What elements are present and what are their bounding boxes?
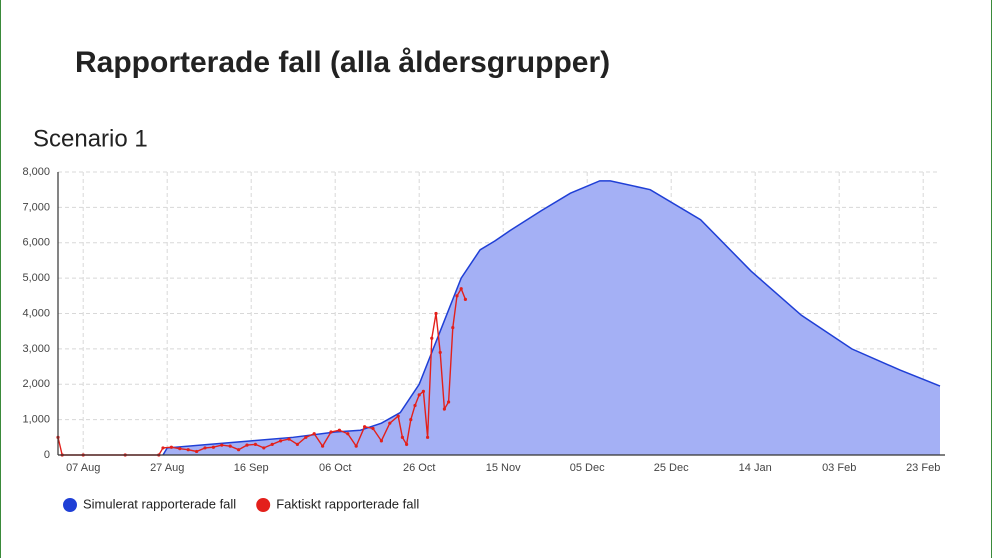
legend-marker bbox=[63, 498, 77, 512]
x-tick-label: 25 Dec bbox=[654, 462, 689, 474]
x-tick-label: 06 Oct bbox=[319, 462, 351, 474]
x-tick-label: 03 Feb bbox=[822, 462, 856, 474]
line bbox=[56, 287, 468, 457]
y-tick-label: 3,000 bbox=[22, 343, 50, 355]
y-tick-label: 8,000 bbox=[22, 166, 50, 178]
y-tick-label: 6,000 bbox=[22, 237, 50, 249]
x-tick-label: 15 Nov bbox=[486, 462, 521, 474]
legend-marker bbox=[256, 498, 271, 512]
y-tick-label: 7,000 bbox=[22, 201, 50, 213]
x-tick-label: 07 Aug bbox=[66, 462, 100, 474]
y-tick-label: 5,000 bbox=[22, 272, 50, 284]
x-tick-label: 26 Oct bbox=[403, 462, 435, 474]
legend-label: Faktiskt rapporterade fall bbox=[276, 496, 419, 511]
x-tick-label: 14 Jan bbox=[739, 462, 772, 474]
y-tick-label: 0 bbox=[44, 449, 50, 461]
chart-title: Rapporterade fall (alla åldersgrupper) bbox=[75, 46, 610, 79]
x-tick-label: 16 Sep bbox=[234, 462, 269, 474]
x-tick-label: 27 Aug bbox=[150, 462, 184, 474]
chart-subtitle: Scenario 1 bbox=[33, 125, 148, 152]
y-tick-label: 4,000 bbox=[22, 307, 50, 319]
y-tick-label: 1,000 bbox=[22, 414, 50, 426]
x-tick-label: 23 Feb bbox=[906, 462, 940, 474]
area bbox=[163, 180, 940, 455]
legend-label: Simulerat rapporterade fall bbox=[83, 496, 236, 511]
x-tick-label: 05 Dec bbox=[570, 462, 605, 474]
y-tick-label: 2,000 bbox=[22, 378, 50, 390]
